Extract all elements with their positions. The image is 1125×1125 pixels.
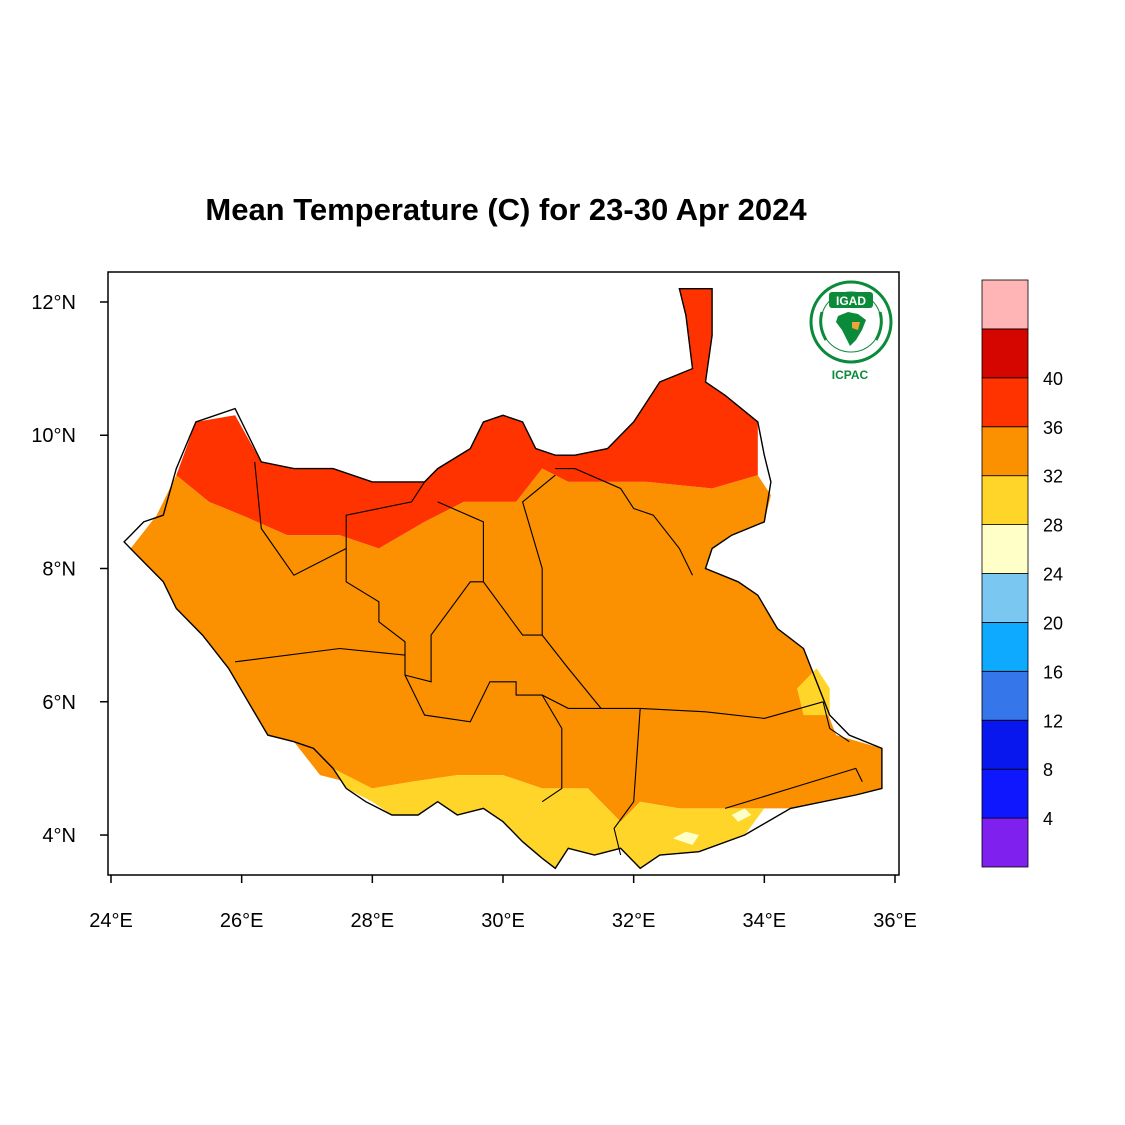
- state-boundary-8: [541, 694, 563, 803]
- country-outline-layer: [123, 288, 883, 870]
- axis-ticks: 24°E 26°E 28°E 30°E 32°E 34°E 36°E 12°N 10°N 8°N 6…: [31, 292, 916, 932]
- temperature-region-4: [672, 831, 699, 845]
- state-boundary-10: [822, 701, 850, 743]
- colorbar-swatch: [981, 768, 1029, 819]
- colorbar-label: 20: [1043, 613, 1063, 633]
- colorbar-label: 40: [1043, 369, 1063, 389]
- admin-boundaries-layer: [235, 461, 863, 856]
- colorbar-swatch: [981, 377, 1029, 428]
- y-tick-label: 6°N: [42, 692, 76, 714]
- colorbar-swatch: [981, 328, 1029, 379]
- state-boundary-2: [345, 548, 406, 656]
- y-tick-label: 4°N: [42, 825, 76, 847]
- colorbar-label: 36: [1043, 418, 1063, 438]
- colorbar-swatch: [981, 622, 1029, 672]
- africa-map-icon: [836, 312, 866, 346]
- state-boundary-0: [254, 461, 347, 576]
- x-tick-label: 30°E: [481, 910, 525, 932]
- state-boundary-9: [613, 708, 641, 856]
- colorbar-swatch: [981, 719, 1029, 770]
- colorbar-swatch: [981, 475, 1029, 526]
- colorbar-swatch: [981, 524, 1029, 574]
- country-outline: [123, 288, 883, 870]
- y-tick-label: 8°N: [42, 559, 76, 581]
- logo-igad-text: IGAD: [836, 294, 866, 308]
- colorbar-label: 4: [1043, 809, 1053, 829]
- temperature-region-0: [176, 288, 758, 549]
- colorbar-label: 28: [1043, 516, 1063, 536]
- x-tick-label: 34°E: [743, 910, 787, 932]
- colorbar-swatch: [981, 817, 1029, 868]
- temperature-region-3: [797, 668, 830, 716]
- map-title: Mean Temperature (C) for 23-30 Apr 2024: [205, 192, 807, 227]
- colorbar-label: 16: [1043, 662, 1063, 682]
- x-tick-label: 28°E: [351, 910, 395, 932]
- colorbar-label: 12: [1043, 711, 1063, 731]
- temperature-fill-layer: [130, 288, 882, 869]
- x-tick-label: 24°E: [89, 910, 133, 932]
- y-tick-label: 10°N: [31, 425, 76, 447]
- igad-icpac-logo: IGAD ICPAC: [809, 280, 893, 382]
- colorbar-swatch: [981, 573, 1029, 623]
- state-boundary-1: [345, 481, 426, 549]
- colorbar-label: 8: [1043, 760, 1053, 780]
- state-boundary-6: [555, 468, 693, 576]
- y-tick-label: 12°N: [31, 292, 76, 314]
- state-boundary-11: [724, 767, 863, 809]
- temperature-region-1: [130, 468, 882, 822]
- x-tick-label: 32°E: [612, 910, 656, 932]
- colorbar-label: 24: [1043, 565, 1063, 585]
- colorbar-swatch: [981, 670, 1029, 721]
- colorbar-legend: 4 8 12 16 20 24 28 32 36 40: [981, 279, 1063, 868]
- x-tick-label: 36°E: [873, 910, 917, 932]
- temperature-region-2: [333, 768, 765, 869]
- colorbar-swatch: [981, 426, 1029, 477]
- state-boundary-3: [235, 501, 484, 683]
- x-tick-label: 26°E: [220, 910, 264, 932]
- temperature-region-5: [731, 808, 752, 822]
- colorbar-label: 32: [1043, 467, 1063, 487]
- logo-icpac-text: ICPAC: [832, 368, 869, 382]
- state-boundary-5: [521, 474, 556, 636]
- colorbar-swatch: [981, 279, 1029, 330]
